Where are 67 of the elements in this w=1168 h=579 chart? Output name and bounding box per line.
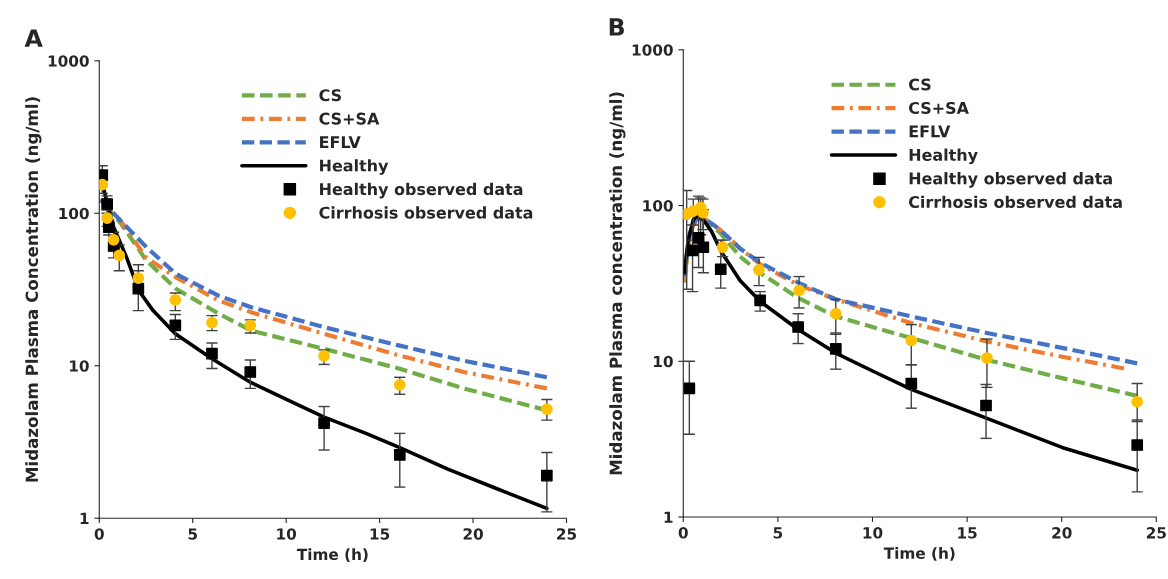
point: [541, 403, 553, 415]
y-tick-label: 1: [80, 512, 89, 525]
x-tick-label: 25: [557, 528, 577, 540]
point: [981, 352, 993, 364]
point: [716, 241, 729, 254]
point: [793, 284, 805, 297]
legend-label: CS: [319, 89, 341, 102]
point: [244, 366, 257, 378]
point: [113, 249, 126, 262]
legend-label: Cirrhosis observed data: [319, 206, 533, 219]
legend-label: CS+SA: [908, 101, 969, 114]
point: [132, 282, 145, 295]
legend-label: Cirrhosis observed data: [908, 195, 1122, 209]
legend-label: CS: [908, 78, 931, 91]
y-axis-title: Midazolam Plasma concentration (ng/ml): [609, 92, 626, 475]
point: [829, 343, 842, 355]
point: [393, 378, 406, 391]
x-tick-label: 20: [463, 528, 483, 540]
legend-label: Healthy: [909, 148, 978, 165]
point: [169, 319, 182, 332]
point: [792, 321, 804, 333]
chart-title: A: [24, 29, 43, 47]
point: [980, 399, 992, 412]
point: [683, 382, 696, 395]
point: [1131, 439, 1144, 451]
x-tick-label: 25: [1146, 527, 1166, 539]
point: [318, 350, 330, 362]
x-tick-label: 5: [188, 528, 197, 540]
y-tick-label: 10: [70, 360, 89, 372]
point: [101, 212, 113, 224]
point: [714, 263, 727, 276]
legend-label: CS+SA: [319, 112, 380, 125]
legend-label: Healthy observed data: [909, 172, 1112, 188]
legend-label: Healthy observed data: [320, 182, 523, 199]
chart-title: B: [609, 18, 624, 36]
x-tick-label: 15: [958, 527, 977, 539]
point: [829, 307, 842, 320]
point: [541, 469, 553, 482]
y-tick-label: 100: [59, 207, 89, 220]
x-tick-label: 0: [94, 528, 104, 540]
x-tick-label: 0: [678, 527, 688, 539]
point: [169, 294, 182, 306]
point: [1131, 395, 1144, 408]
x-tick-label: 10: [863, 527, 883, 539]
y-tick-label: 1000: [632, 44, 673, 56]
legend-label: Healthy: [320, 159, 389, 175]
x-tick-label: 15: [370, 528, 390, 540]
point: [753, 263, 765, 276]
point: [754, 294, 766, 307]
point: [905, 377, 918, 390]
x-axis-title: Time (h): [296, 548, 368, 562]
x-tick-label: 20: [1052, 527, 1072, 539]
y-axis-title: Midazolam Plasma Concentration (ng/ml): [25, 97, 42, 482]
y-tick-label: 100: [643, 200, 673, 212]
point: [393, 449, 406, 461]
x-axis-title: Time (h): [883, 547, 955, 561]
y-tick-label: 1: [664, 511, 673, 523]
x-tick-label: 10: [277, 528, 297, 540]
point: [905, 334, 918, 347]
point: [697, 241, 710, 254]
point: [206, 347, 218, 360]
y-tick-label: 10: [654, 355, 673, 368]
point: [318, 417, 330, 430]
legend-label: EFLV: [320, 136, 361, 148]
legend-label: EFLV: [909, 125, 951, 138]
y-tick-label: 1000: [48, 55, 89, 67]
x-tick-label: 5: [773, 527, 783, 539]
